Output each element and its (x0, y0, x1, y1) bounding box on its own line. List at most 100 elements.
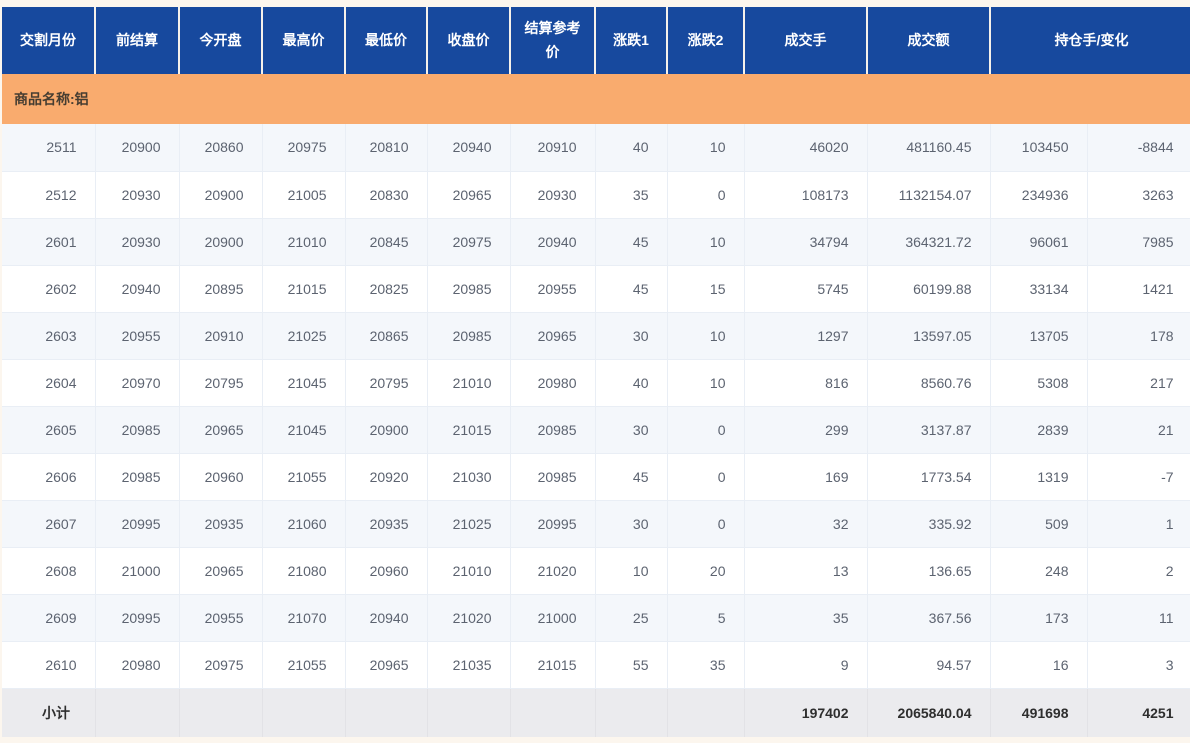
column-header-3: 最高价 (262, 7, 346, 74)
cell: 20985 (427, 265, 511, 313)
subtotal-cell (667, 688, 745, 737)
cell: 20940 (427, 124, 511, 172)
cell: 20975 (427, 218, 511, 266)
cell: 20985 (510, 406, 596, 454)
cell: 20900 (179, 171, 263, 219)
cell: 10 (667, 218, 745, 266)
cell: 20985 (95, 453, 180, 501)
table-row: 2602 20940 20895 21015 20825 20985 20955 45 15 57… (2, 265, 1190, 313)
commodity-group-row: 商品名称:铝 (2, 74, 1190, 124)
cell: 21010 (427, 547, 511, 595)
cell: 20995 (95, 500, 180, 548)
table-row: 2605 20985 20965 21045 20900 21015 20985 30 0 299… (2, 406, 1190, 454)
cell: 21020 (510, 547, 596, 595)
cell: 21000 (95, 547, 180, 595)
column-header-4: 最低价 (345, 7, 428, 74)
table-body: 商品名称:铝 2511 20900 20860 20975 20810 20940 2091… (2, 74, 1190, 737)
cell: 10 (595, 547, 668, 595)
subtotal-cell (510, 688, 596, 737)
cell: 21005 (262, 171, 346, 219)
cell: 20960 (179, 453, 263, 501)
cell: 13705 (990, 312, 1088, 360)
cell: 20845 (345, 218, 428, 266)
cell: -8844 (1087, 124, 1190, 172)
cell: 96061 (990, 218, 1088, 266)
cell: 108173 (744, 171, 868, 219)
cell: 9 (744, 641, 868, 689)
cell: 21020 (427, 594, 511, 642)
cell: 8560.76 (867, 359, 991, 407)
cell: 2601 (2, 218, 96, 266)
column-header-11: 持仓手/变化 (990, 7, 1190, 74)
cell: 21070 (262, 594, 346, 642)
subtotal-cell (595, 688, 668, 737)
cell: 21060 (262, 500, 346, 548)
cell: 60199.88 (867, 265, 991, 313)
cell: 364321.72 (867, 218, 991, 266)
cell: 33134 (990, 265, 1088, 313)
cell: 45 (595, 218, 668, 266)
commodity-group-label: 商品名称:铝 (2, 74, 1190, 124)
cell: 30 (595, 500, 668, 548)
cell: 20865 (345, 312, 428, 360)
column-header-0: 交割月份 (2, 7, 96, 74)
cell: 21 (1087, 406, 1190, 454)
cell: 20930 (95, 171, 180, 219)
cell: 21055 (262, 453, 346, 501)
cell: 21015 (427, 406, 511, 454)
cell: 35 (744, 594, 868, 642)
column-header-6: 结算参考价 (510, 7, 596, 74)
cell: 20995 (510, 500, 596, 548)
table-row: 2603 20955 20910 21025 20865 20985 20965 30 10 12… (2, 312, 1190, 360)
table-header: 交割月份 前结算 今开盘 最高价 最低价 收盘价 结算参考价 涨跌1 涨跌2 成交手 成交额 持仓手/… (2, 7, 1190, 74)
cell: 25 (595, 594, 668, 642)
cell: 30 (595, 312, 668, 360)
cell: 20910 (510, 124, 596, 172)
table-row: 2606 20985 20960 21055 20920 21030 20985 45 0 169… (2, 453, 1190, 501)
cell: 10 (667, 359, 745, 407)
cell: 20900 (179, 218, 263, 266)
cell: 2512 (2, 171, 96, 219)
cell: 20795 (179, 359, 263, 407)
column-header-10: 成交额 (867, 7, 991, 74)
cell: 0 (667, 453, 745, 501)
cell: 13 (744, 547, 868, 595)
cell: 16 (990, 641, 1088, 689)
cell: 34794 (744, 218, 868, 266)
cell: 30 (595, 406, 668, 454)
subtotal-row: 小计 197402 2065840.04 491698 4251 (2, 688, 1190, 737)
cell: 217 (1087, 359, 1190, 407)
cell: 20955 (95, 312, 180, 360)
cell: 481160.45 (867, 124, 991, 172)
cell: 20970 (95, 359, 180, 407)
cell: 335.92 (867, 500, 991, 548)
cell: 20965 (179, 547, 263, 595)
cell: 20980 (95, 641, 180, 689)
table-row: 2608 21000 20965 21080 20960 21010 21020 10 20 13… (2, 547, 1190, 595)
cell: 20975 (262, 124, 346, 172)
cell: 45 (595, 265, 668, 313)
cell: 21080 (262, 547, 346, 595)
subtotal-cell (179, 688, 263, 737)
cell: 45 (595, 453, 668, 501)
cell: 5 (667, 594, 745, 642)
cell: 20940 (345, 594, 428, 642)
cell: 2839 (990, 406, 1088, 454)
cell: 10 (667, 124, 745, 172)
cell: 40 (595, 359, 668, 407)
cell: 1421 (1087, 265, 1190, 313)
cell: 20995 (95, 594, 180, 642)
cell: 20985 (510, 453, 596, 501)
cell: 173 (990, 594, 1088, 642)
cell: 136.65 (867, 547, 991, 595)
cell: 20935 (179, 500, 263, 548)
cell: 3 (1087, 641, 1190, 689)
cell: 20895 (179, 265, 263, 313)
header-row: 交割月份 前结算 今开盘 最高价 最低价 收盘价 结算参考价 涨跌1 涨跌2 成交手 成交额 持仓手/… (2, 7, 1190, 74)
cell: 248 (990, 547, 1088, 595)
cell: 509 (990, 500, 1088, 548)
cell: 20960 (345, 547, 428, 595)
cell: 20955 (179, 594, 263, 642)
column-header-9: 成交手 (744, 7, 868, 74)
cell: 20825 (345, 265, 428, 313)
